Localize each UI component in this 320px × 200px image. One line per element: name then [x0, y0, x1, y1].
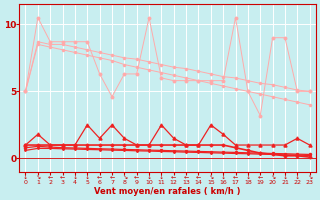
- X-axis label: Vent moyen/en rafales ( km/h ): Vent moyen/en rafales ( km/h ): [94, 187, 241, 196]
